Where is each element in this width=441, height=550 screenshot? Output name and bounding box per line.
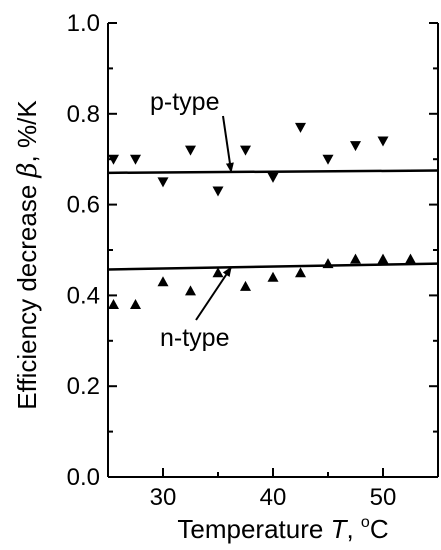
x-tick-label: 50 (370, 484, 397, 511)
point-n-type (185, 285, 196, 296)
point-n-type (350, 253, 361, 264)
point-n-type (322, 258, 334, 269)
x-axis-ticks: 30 40 50 (107, 468, 439, 511)
data-markers (108, 122, 416, 309)
point-n-type (295, 267, 306, 278)
point-n-type (157, 276, 169, 287)
y-tick-label: 0.0 (67, 464, 100, 491)
point-p-type (295, 122, 306, 133)
point-p-type (240, 145, 251, 156)
x-axis-label-unit: C (370, 514, 389, 544)
annotation-label: p-type (150, 88, 219, 116)
x-axis-label-prefix: Temperature (177, 514, 330, 544)
point-n-type (377, 253, 389, 264)
annotation-arrow (222, 115, 234, 173)
x-axis-label: Temperature T, oC (177, 514, 388, 544)
point-p-type (185, 145, 196, 156)
point-p-type (108, 154, 119, 165)
fit-line-n-type (107, 262, 439, 271)
point-n-type (130, 298, 141, 309)
fit-line-p-type (107, 169, 439, 175)
y-tick-label: 1.0 (67, 10, 100, 37)
x-axis-label-unit-sup: o (361, 514, 370, 531)
point-p-type (267, 172, 279, 183)
y-axis-label-suffix: , %/K (12, 100, 42, 163)
point-n-type (108, 298, 119, 309)
fit-lines (107, 169, 439, 271)
point-n-type (267, 271, 279, 282)
y-tick-label: 0.2 (67, 373, 100, 400)
point-n-type (405, 253, 416, 264)
y-tick-label: 0.4 (67, 282, 100, 309)
x-axis-label-suffix: , (346, 514, 360, 544)
y-axis-label: Efficiency decrease β, %/K (12, 100, 43, 410)
point-p-type (322, 154, 334, 165)
y-axis-label-prefix: Efficiency decrease (12, 177, 42, 409)
point-p-type (350, 141, 361, 152)
point-n-type (212, 267, 224, 278)
x-tick-label: 30 (150, 484, 177, 511)
annotation-arrow (195, 266, 233, 321)
y-tick-label: 0.6 (67, 192, 100, 219)
y-axis-ticks: 0.0 0.2 0.4 0.6 0.8 1.0 (67, 10, 438, 491)
annotation-label: n-type (160, 324, 229, 352)
y-axis-label-var: β (13, 162, 43, 178)
point-p-type (212, 186, 224, 197)
point-p-type (157, 177, 169, 188)
point-p-type (377, 136, 389, 147)
point-p-type (130, 154, 141, 165)
x-tick-label: 40 (260, 484, 287, 511)
point-n-type (240, 280, 251, 291)
x-axis-label-var: T (331, 514, 349, 544)
annotations: p-type n-type (150, 88, 234, 352)
y-tick-label: 0.8 (67, 101, 100, 128)
